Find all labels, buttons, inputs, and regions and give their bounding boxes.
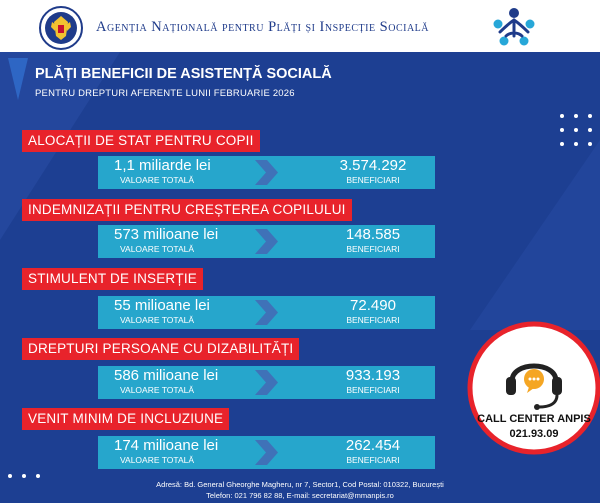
- footer-address: Adresă: Bd. General Gheorghe Magheru, nr…: [156, 480, 444, 489]
- anpis-logo-icon: [493, 8, 535, 46]
- total-amount-label: VALOARE TOTALĂ: [120, 315, 195, 325]
- category-label-childcare-allowance: INDEMNIZAȚII PENTRU CREȘTEREA COPILULUI: [22, 199, 352, 221]
- value-bar-child-allowance: 1,1 miliarde lei VALOARE TOTALĂ 3.574.29…: [98, 156, 435, 189]
- beneficiaries-label: BENEFICIARI: [346, 455, 400, 465]
- category-label-minimum-income: VENIT MINIM DE INCLUZIUNE: [22, 408, 230, 430]
- beneficiaries-count: 148.585: [345, 226, 401, 243]
- total-amount: 586 milioane lei: [114, 367, 219, 384]
- total-amount-label: VALOARE TOTALĂ: [120, 244, 195, 254]
- footer-contact: Telefon: 021 796 82 88, E-mail: secretar…: [206, 491, 394, 500]
- category-label-child-allowance: ALOCAȚII DE STAT PENTRU COPII: [22, 130, 260, 152]
- romanian-coat-of-arms-icon: [39, 6, 83, 50]
- beneficiaries-label: BENEFICIARI: [346, 315, 400, 325]
- chevron-right-icon: [255, 229, 278, 254]
- beneficiaries-label: BENEFICIARI: [346, 244, 400, 254]
- chevron-right-icon: [255, 160, 278, 185]
- beneficiaries-count: 933.193: [345, 367, 401, 384]
- call-center-name: CALL CENTER ANPIS: [477, 413, 591, 425]
- category-label-disability-rights: DREPTURI PERSOANE CU DIZABILITĂȚI: [22, 338, 300, 360]
- total-amount-label: VALOARE TOTALĂ: [120, 175, 195, 185]
- beneficiaries-count: 72.490: [350, 297, 396, 314]
- beneficiaries-label: BENEFICIARI: [346, 385, 400, 395]
- header-bar: Agenția Națională pentru Plăți și Inspec…: [0, 0, 600, 52]
- call-center-badge: [467, 321, 600, 455]
- chevron-right-icon: [255, 370, 278, 395]
- total-amount-label: VALOARE TOTALĂ: [120, 385, 195, 395]
- beneficiaries-count: 262.454: [345, 437, 401, 454]
- total-amount: 1,1 miliarde lei: [114, 157, 211, 174]
- total-amount-label: VALOARE TOTALĂ: [120, 455, 195, 465]
- total-amount: 573 milioane lei: [114, 226, 219, 243]
- total-amount: 55 milioane lei: [114, 297, 210, 314]
- page-subtitle: PENTRU DREPTURI AFERENTE LUNII FEBRUARIE…: [35, 88, 295, 99]
- category-label-insertion-stimulus: STIMULENT DE INSERȚIE: [22, 268, 203, 290]
- value-bar-insertion-stimulus: 55 milioane lei VALOARE TOTALĂ 72.490 BE…: [98, 296, 435, 329]
- value-bar-minimum-income: 174 milioane lei VALOARE TOTALĂ 262.454 …: [98, 436, 435, 469]
- call-center-headset-icon: [506, 363, 562, 410]
- chevron-right-icon: [255, 300, 278, 325]
- call-center-phone: 021.93.09: [509, 428, 559, 440]
- page-title: PLĂȚI BENEFICII DE ASISTENȚĂ SOCIALĂ: [35, 66, 332, 82]
- beneficiaries-label: BENEFICIARI: [346, 175, 400, 185]
- total-amount: 174 milioane lei: [114, 437, 219, 454]
- value-bar-childcare-allowance: 573 milioane lei VALOARE TOTALĂ 148.585 …: [98, 225, 435, 258]
- beneficiaries-count: 3.574.292: [339, 157, 407, 174]
- agency-name: Agenția Națională pentru Plăți și Inspec…: [96, 19, 430, 35]
- chevron-right-icon: [255, 440, 278, 465]
- value-bar-disability-rights: 586 milioane lei VALOARE TOTALĂ 933.193 …: [98, 366, 435, 399]
